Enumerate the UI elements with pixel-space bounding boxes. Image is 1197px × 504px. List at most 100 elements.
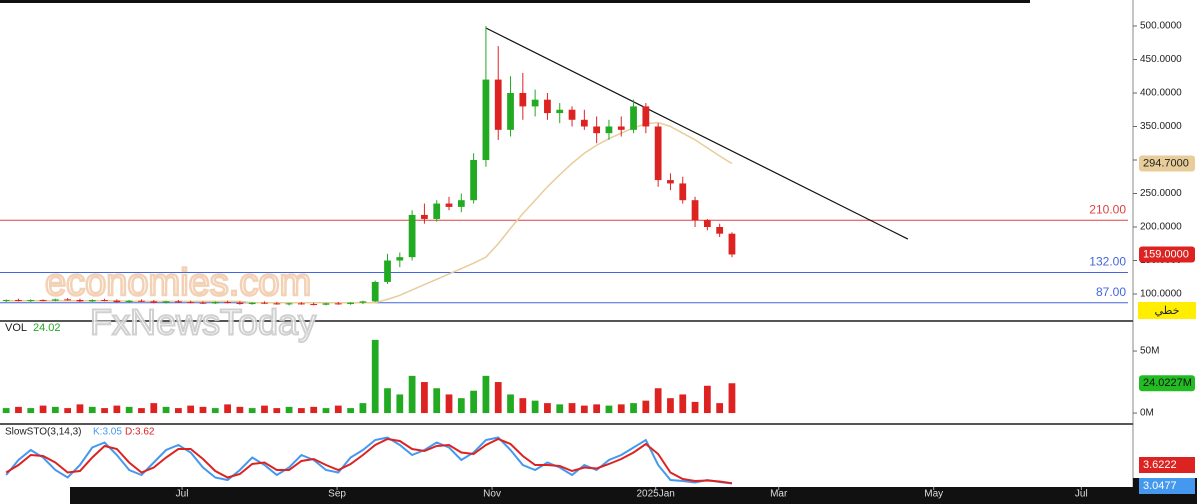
candle-body [310, 304, 318, 306]
volume-bar [691, 401, 699, 414]
candle-body [679, 183, 687, 201]
candle-body [703, 220, 711, 227]
candle-body [347, 302, 354, 305]
volume-bar [101, 408, 108, 414]
candle-body [617, 126, 625, 130]
volume-bar [273, 408, 281, 414]
volume-bar [138, 408, 145, 414]
candle-body [457, 200, 465, 207]
volume-bar [125, 406, 133, 414]
volume-tick-label: 50M [1140, 346, 1159, 357]
volume-bar [667, 398, 674, 414]
volume-bar [261, 405, 268, 414]
candle-body [642, 106, 650, 127]
candle-body [494, 79, 502, 130]
x-tick-label: Nov [483, 489, 501, 500]
volume-bar [507, 394, 514, 414]
volume-tag: 24.0227M [1143, 377, 1192, 389]
volume-bar [593, 404, 601, 414]
volume-bar [236, 406, 244, 414]
volume-bar [322, 408, 330, 414]
candle-body [39, 300, 47, 302]
x-axis-bar [70, 487, 1133, 504]
candle-body [593, 126, 601, 134]
candle-body [298, 303, 305, 305]
x-tick-label: Jul [176, 489, 189, 500]
candle-body [273, 303, 281, 305]
candle-body [482, 79, 490, 160]
volume-bar [359, 403, 367, 414]
candle-body [544, 99, 551, 114]
candle-body [531, 99, 539, 107]
candle-body [421, 214, 428, 219]
watermark: economies.com [45, 262, 311, 304]
mode-label[interactable]: خطي [1155, 305, 1180, 317]
price-tag-bg [1139, 246, 1195, 263]
volume-bar [445, 394, 453, 414]
volume-bar [76, 404, 84, 414]
volume-bar [396, 394, 404, 414]
candle-body [27, 300, 35, 302]
candle-body [728, 233, 736, 255]
volume-bar [199, 406, 207, 414]
candle-body [507, 92, 514, 130]
candle-body [384, 260, 391, 282]
volume-bar [113, 405, 121, 414]
volume-tick-label: 0M [1140, 408, 1154, 419]
top-bar [0, 0, 1030, 3]
volume-bar [605, 405, 613, 414]
stoch-k [5, 436, 733, 485]
volume-bar [174, 408, 182, 414]
volume-bar [371, 339, 379, 414]
candle-body [433, 203, 441, 219]
ma-tag: 294.7000 [1143, 157, 1189, 169]
candle-body [101, 300, 108, 302]
x-tick-label: Jul [1075, 489, 1088, 500]
candle-body [445, 203, 453, 207]
stoch-k-tag-bg [1139, 478, 1195, 494]
volume-bar [285, 406, 293, 414]
volume-title: VOL [5, 322, 27, 334]
candle-body [580, 119, 588, 127]
volume-value: 24.02 [33, 322, 61, 334]
candle-body [224, 302, 231, 304]
volume-bar [630, 403, 637, 414]
volume-bar [51, 406, 59, 414]
candle-body [150, 301, 158, 303]
stoch-d [5, 437, 733, 485]
candle-body [371, 281, 379, 302]
volume-bar [519, 398, 527, 414]
volume-bar [531, 400, 539, 414]
volume-bar [728, 383, 736, 414]
candle-body [138, 300, 145, 302]
candle-body [396, 257, 404, 261]
volume-bar [679, 394, 687, 414]
volume-bar [150, 403, 158, 414]
candle-body [285, 303, 293, 305]
x-tick-label: May [924, 489, 943, 500]
volume-bar [716, 403, 724, 414]
volume-bar [248, 408, 256, 414]
mode-box[interactable] [1138, 302, 1196, 319]
candle-body [15, 300, 22, 302]
volume-bar [642, 400, 650, 414]
candle-body [211, 302, 219, 304]
volume-bar [298, 408, 305, 414]
stoch-d-tag-bg [1139, 457, 1195, 473]
volume-bar [39, 405, 47, 414]
price-tag: 159.0000 [1143, 248, 1189, 260]
candle-body [322, 303, 330, 305]
candle-body [187, 302, 195, 304]
candle-body [556, 109, 564, 114]
volume-bar [162, 406, 170, 414]
stoch-d-tag: 3.6222 [1143, 459, 1177, 471]
candle-body [162, 301, 170, 303]
candle-body [174, 301, 182, 303]
volume-bar [2, 408, 10, 414]
volume-bar [470, 390, 478, 414]
volume-bar [310, 406, 318, 414]
candle-body [248, 302, 256, 305]
volume-bar [457, 398, 465, 414]
